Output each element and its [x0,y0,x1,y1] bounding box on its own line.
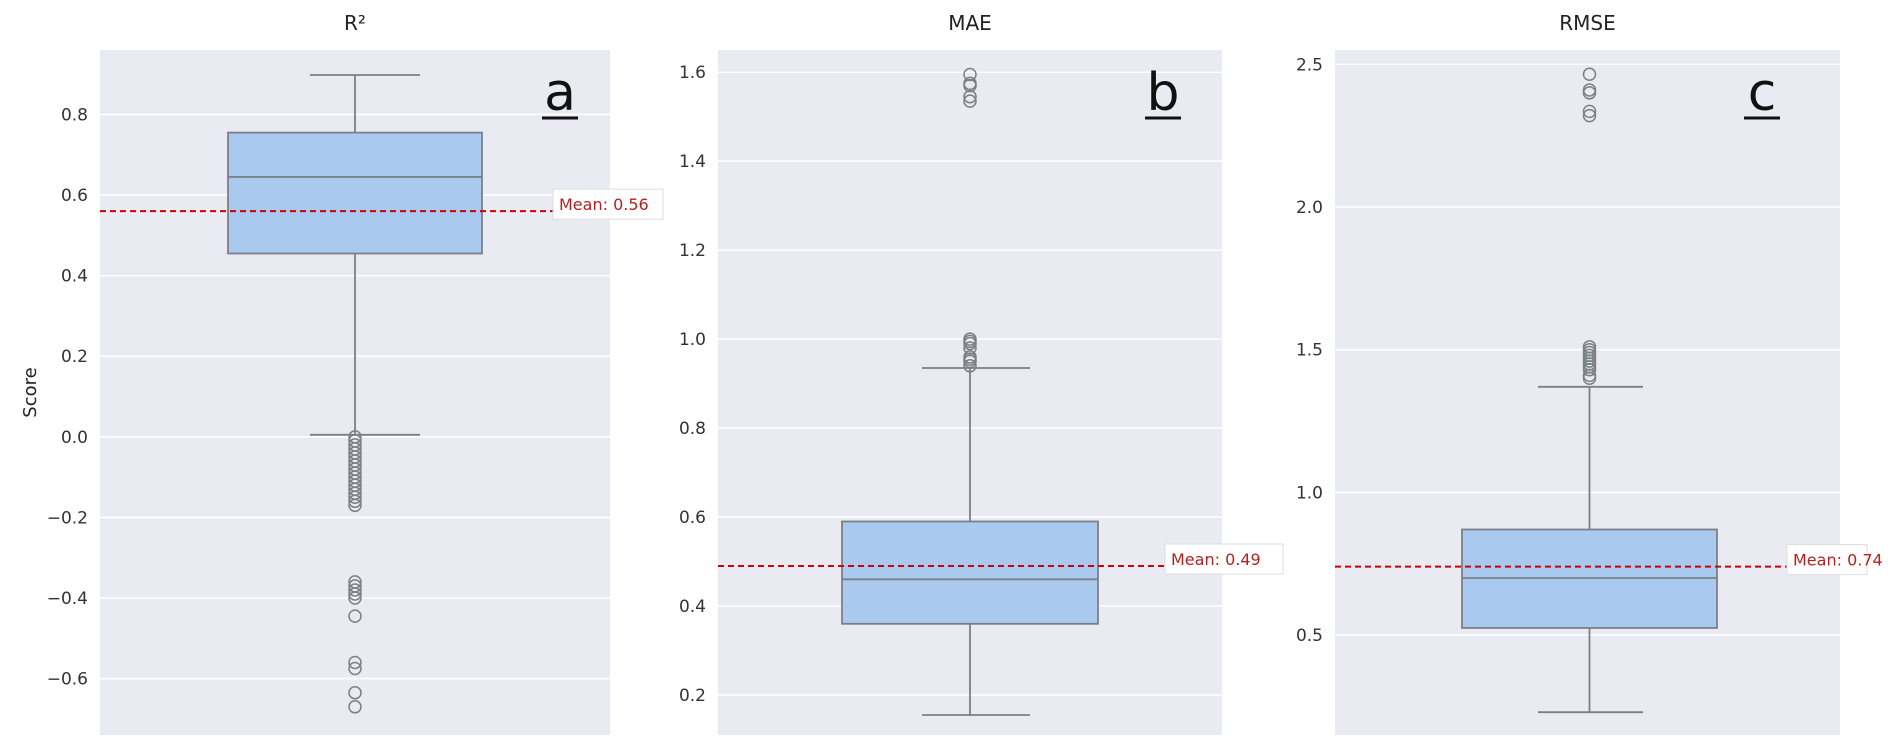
outlier-point [348,494,362,509]
panel-title: RMSE [1559,11,1615,35]
outlier-point [348,700,362,714]
y-tick-label: 1.0 [1296,483,1323,503]
mean-label: Mean: 0.74 [1793,551,1883,570]
outlier-point [1582,104,1597,119]
y-tick-label: 0.2 [61,347,88,367]
y-tick-label: 0.5 [1296,626,1323,646]
outlier-point [1582,340,1597,354]
y-tick-label: 0.6 [61,186,88,206]
mean-label: Mean: 0.56 [559,195,649,214]
panel-title: MAE [948,11,992,35]
y-tick-label: 0.6 [679,508,706,528]
y-tick-label: 0.4 [679,597,706,617]
y-axis-label: Score [20,367,41,417]
outlier-point [348,685,362,700]
y-tick-label: 1.5 [1296,341,1323,361]
outlier-point [963,359,977,373]
y-tick-label: 1.6 [679,63,706,83]
outlier-point [963,67,977,82]
panel-a: −0.6 −0.4 −0.2 0.0 0.2 0.4 0.6 0.8 R² Score Mean: … [20,11,664,735]
panel-letter: c [1748,63,1777,123]
mean-label-box [552,188,664,220]
mean-label-box [1786,544,1868,576]
y-tick-label: 1.4 [679,152,706,172]
outlier-point [348,655,362,670]
outlier-point [348,609,362,623]
outlier-point [348,490,362,505]
outlier-point [348,498,362,513]
outlier-point [348,583,362,597]
y-tick-label: 1.2 [679,241,706,261]
outlier-point [348,587,362,601]
y-tick-label: −0.4 [47,589,88,609]
y-tick-label: 1.0 [679,330,706,350]
outlier-point [1582,67,1597,82]
y-tick-label: 0.0 [61,428,88,448]
outlier-point [963,76,977,91]
outlier-point [963,341,977,355]
panel-letter: b [1146,63,1179,123]
y-tick-label: 0.2 [679,686,706,706]
outlier-point [963,332,977,346]
outlier-point [963,350,977,364]
mean-label-box [1164,543,1284,575]
panel-b: 0.2 0.4 0.6 0.8 1.0 1.2 1.4 1.6 MAE Mean: 0.49 b [679,11,1284,735]
outlier-point [963,89,977,104]
y-tick-label: 0.8 [61,105,88,125]
outlier-point [963,94,977,108]
iqr-box [841,520,1099,625]
y-tick-label: 2.0 [1296,198,1323,218]
y-tick-label: 0.4 [61,267,88,287]
panel-title: R² [344,11,366,35]
y-tick-label: −0.2 [47,508,88,528]
mean-label: Mean: 0.49 [1171,550,1261,569]
y-tick-label: 2.5 [1296,55,1323,75]
plot-area [1335,50,1840,735]
outlier-point [1582,83,1597,97]
outlier-point [348,591,362,605]
iqr-box [227,131,483,255]
y-tick-label: 0.8 [679,419,706,439]
panel-c: 0.5 1.0 1.5 2.0 2.5 RMSE Mean: 0.74 c [1296,11,1883,735]
outlier-point [348,661,362,676]
y-tick-label: −0.6 [47,670,88,690]
panel-letter: a [544,63,576,123]
outlier-point [1582,108,1597,123]
